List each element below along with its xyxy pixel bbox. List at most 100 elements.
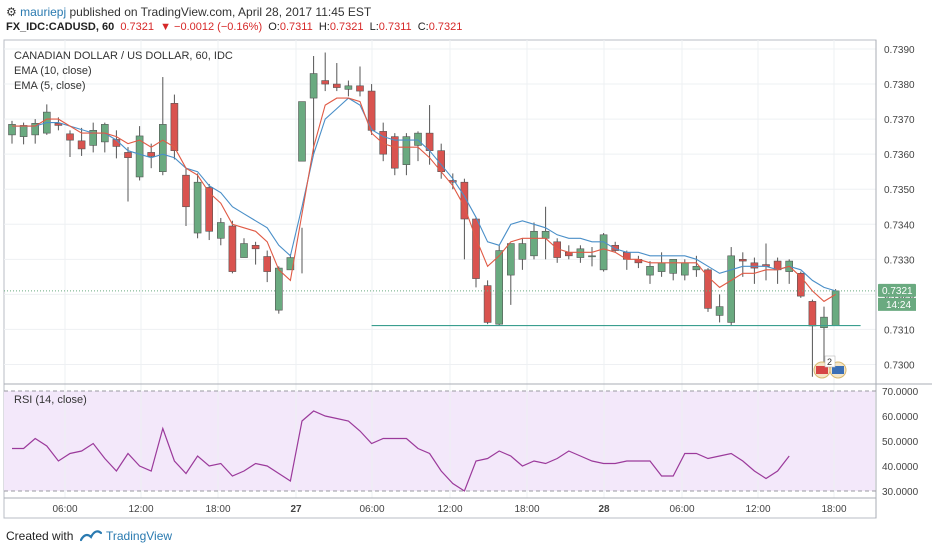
candle bbox=[785, 259, 794, 284]
time-tick-label: 06:00 bbox=[52, 504, 77, 515]
ema10-line bbox=[12, 97, 836, 292]
svg-text:2: 2 bbox=[827, 357, 832, 367]
time-tick-label: 18:00 bbox=[205, 504, 230, 515]
rsi-levels bbox=[4, 390, 876, 492]
candle bbox=[773, 257, 782, 284]
legend-ema5: EMA (5, close) bbox=[14, 80, 86, 92]
candle bbox=[646, 261, 654, 284]
close-label: C: bbox=[417, 21, 429, 33]
candle bbox=[309, 56, 318, 155]
candle bbox=[820, 306, 828, 365]
time-tick-label: 06:00 bbox=[359, 504, 384, 515]
candle bbox=[506, 243, 515, 305]
candle bbox=[530, 222, 538, 260]
footer: Created with TradingView bbox=[0, 520, 932, 550]
tradingview-logo-icon[interactable] bbox=[80, 528, 102, 542]
price-tick-label: 0.7390 bbox=[884, 45, 915, 56]
time-tick-label: 27 bbox=[290, 504, 302, 515]
candle bbox=[217, 217, 225, 246]
candle bbox=[332, 63, 341, 92]
price-tick-label: 0.7370 bbox=[884, 115, 915, 126]
candle bbox=[518, 238, 527, 270]
candle bbox=[298, 101, 306, 274]
rsi-tick-label: 70.0000 bbox=[882, 387, 919, 398]
time-tick-label: 12:00 bbox=[437, 504, 462, 515]
candle bbox=[274, 266, 283, 314]
price-change: ▼ −0.0012 (−0.16%) bbox=[160, 21, 263, 33]
candle bbox=[135, 126, 144, 181]
candle bbox=[8, 120, 16, 144]
candle bbox=[622, 250, 631, 270]
rsi-band bbox=[4, 391, 875, 491]
symbol-line: FX_IDC:CADUSD, 60 0.7321 ▼ −0.0012 (−0.1… bbox=[6, 21, 462, 33]
candle bbox=[321, 52, 330, 92]
time-axis-labels: 06:00 12:00 18:00 27 06:00 12:00 18:00 28 06:00 1… bbox=[52, 504, 846, 515]
price-tick-label: 0.7350 bbox=[884, 185, 915, 196]
events-badge-icon[interactable]: 2 bbox=[813, 355, 847, 379]
created-with-text: Created with bbox=[6, 529, 74, 543]
time-tick-label: 06:00 bbox=[669, 504, 694, 515]
time-tick-label: 18:00 bbox=[514, 504, 539, 515]
time-tick-label: 18:00 bbox=[821, 504, 846, 515]
candle bbox=[356, 66, 364, 97]
countdown-tag-bg bbox=[878, 297, 916, 311]
candle bbox=[808, 299, 817, 377]
last-price-tag-bg bbox=[878, 283, 916, 297]
candle bbox=[263, 250, 272, 283]
low-label: L: bbox=[369, 21, 379, 33]
candle bbox=[367, 84, 376, 135]
rsi-line bbox=[12, 410, 790, 492]
tradingview-brand[interactable]: TradingView bbox=[106, 529, 173, 543]
candles bbox=[8, 52, 840, 377]
candle bbox=[576, 245, 585, 263]
rsi-tick-label: 30.0000 bbox=[882, 487, 919, 498]
candle bbox=[762, 243, 770, 281]
candle bbox=[611, 241, 620, 253]
candle bbox=[286, 254, 295, 271]
candle bbox=[483, 280, 492, 325]
high-label: H: bbox=[318, 21, 330, 33]
last-price-tag-text: 0.7321 bbox=[882, 286, 913, 297]
candle bbox=[541, 206, 550, 260]
price-axis-labels: 0.73000.73100.73200.73300.73400.73500.73… bbox=[884, 45, 915, 371]
price-tick-label: 0.7360 bbox=[884, 150, 915, 161]
price-tick-label: 0.7330 bbox=[884, 255, 915, 266]
rsi-tick-label: 50.0000 bbox=[882, 437, 919, 448]
candle bbox=[344, 80, 353, 97]
legend-ema10: EMA (10, close) bbox=[14, 65, 92, 77]
time-tick-label: 12:00 bbox=[128, 504, 153, 515]
time-tick-label: 12:00 bbox=[745, 504, 770, 515]
candle bbox=[704, 268, 712, 312]
rsi-axis-labels: 30.0000 40.0000 50.0000 60.0000 70.0000 bbox=[882, 387, 919, 498]
candle bbox=[495, 245, 504, 326]
candle bbox=[796, 271, 805, 298]
rsi-tick-label: 60.0000 bbox=[882, 412, 919, 423]
candle bbox=[460, 178, 469, 260]
candle bbox=[727, 247, 736, 326]
price-tick-label: 0.7380 bbox=[884, 80, 915, 91]
candle bbox=[588, 247, 596, 267]
candle bbox=[101, 122, 109, 153]
open-value: 0.7311 bbox=[279, 21, 313, 33]
price-chart[interactable]: 0.73000.73100.73200.73300.73400.73500.73… bbox=[0, 38, 932, 520]
candle bbox=[402, 133, 411, 176]
publish-line: ⚙ mauriepj published on TradingView.com,… bbox=[6, 5, 371, 19]
candle bbox=[124, 147, 132, 202]
candle bbox=[159, 77, 167, 176]
symbol-label: FX_IDC:CADUSD, 60 bbox=[6, 21, 115, 33]
price-tick-label: 0.7310 bbox=[884, 325, 915, 336]
candle bbox=[715, 294, 724, 323]
candle bbox=[379, 122, 388, 162]
published-text: published on TradingView.com, April 28, … bbox=[69, 5, 372, 19]
last-price: 0.7321 bbox=[120, 21, 154, 33]
open-label: O: bbox=[268, 21, 280, 33]
author-link[interactable]: mauriepj bbox=[20, 5, 67, 19]
candle bbox=[472, 217, 480, 288]
chart-header: ⚙ mauriepj published on TradingView.com,… bbox=[0, 0, 932, 38]
candle bbox=[251, 241, 260, 265]
candle bbox=[182, 168, 190, 227]
candle bbox=[750, 257, 759, 284]
low-value: 0.7311 bbox=[378, 21, 412, 33]
candle bbox=[193, 173, 202, 239]
rsi-tick-label: 40.0000 bbox=[882, 462, 919, 473]
